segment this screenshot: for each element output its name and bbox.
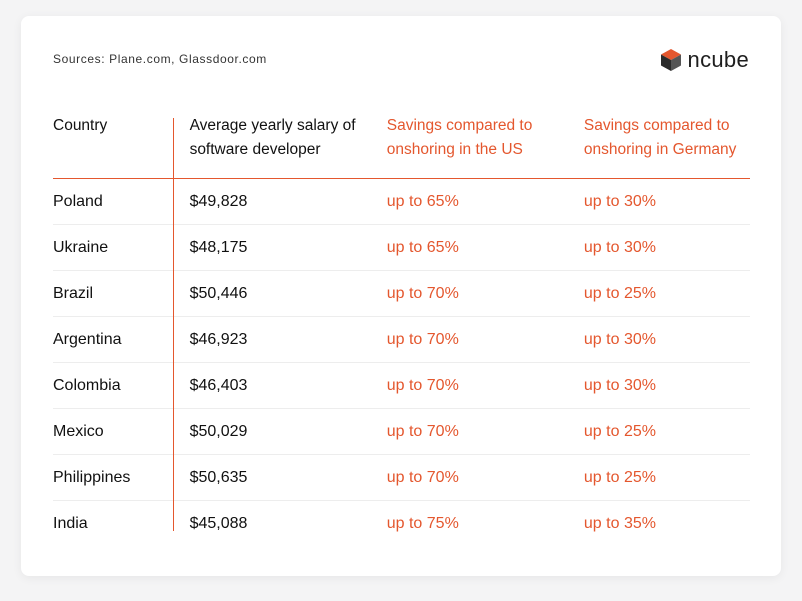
table-row: India $45,088 up to 75% up to 35% <box>53 501 750 546</box>
cell-savings-us: up to 70% <box>386 330 459 348</box>
cell-country: Colombia <box>53 376 121 394</box>
table-row: Brazil $50,446 up to 70% up to 25% <box>53 271 750 317</box>
cell-savings-germany: up to 35% <box>583 514 656 532</box>
table-row: Colombia $46,403 up to 70% up to 30% <box>53 363 750 409</box>
cell-savings-us: up to 70% <box>386 376 459 394</box>
cell-country: Poland <box>53 192 103 210</box>
cell-savings-germany: up to 30% <box>583 238 656 256</box>
cell-savings-germany: up to 25% <box>583 284 656 302</box>
cell-savings-us: up to 75% <box>386 514 459 532</box>
cell-salary: $48,175 <box>189 238 248 256</box>
cell-savings-germany: up to 30% <box>583 330 656 348</box>
cell-savings-germany: up to 25% <box>583 468 656 486</box>
cell-country: India <box>53 514 88 532</box>
cell-savings-germany: up to 25% <box>583 422 656 440</box>
header-savings-us: Savings compared to onshoring in the US <box>386 117 533 158</box>
cell-salary: $49,828 <box>189 192 248 210</box>
cell-country: Ukraine <box>53 238 109 256</box>
table-row: Philippines $50,635 up to 70% up to 25% <box>53 455 750 501</box>
cell-salary: $50,635 <box>189 468 248 486</box>
header-country: Country <box>53 117 108 134</box>
brand-logo: ncube <box>660 47 749 73</box>
sources-note: Sources: Plane.com, Glassdoor.com <box>53 52 267 66</box>
salary-comparison-card: Sources: Plane.com, Glassdoor.com ncube … <box>21 16 781 576</box>
header-salary: Average yearly salary of software develo… <box>189 117 356 158</box>
cell-savings-us: up to 70% <box>386 468 459 486</box>
cell-savings-us: up to 70% <box>386 422 459 440</box>
column-divider <box>173 118 174 531</box>
cell-salary: $45,088 <box>189 514 248 532</box>
table-header: Country Average yearly salary of softwar… <box>53 112 750 179</box>
cell-salary: $46,923 <box>189 330 248 348</box>
cell-country: Mexico <box>53 422 104 440</box>
salary-table: Country Average yearly salary of softwar… <box>53 112 750 546</box>
cell-savings-germany: up to 30% <box>583 376 656 394</box>
cell-country: Brazil <box>53 284 94 302</box>
table-row: Argentina $46,923 up to 70% up to 30% <box>53 317 750 363</box>
cell-salary: $50,029 <box>189 422 248 440</box>
cell-country: Argentina <box>53 330 122 348</box>
cell-country: Philippines <box>53 468 131 486</box>
cell-salary: $46,403 <box>189 376 248 394</box>
brand-name: ncube <box>687 47 749 72</box>
header-savings-germany: Savings compared to onshoring in Germany <box>583 117 737 158</box>
table-row: Mexico $50,029 up to 70% up to 25% <box>53 409 750 455</box>
cube-icon <box>660 49 681 71</box>
cell-savings-germany: up to 30% <box>583 192 656 210</box>
table-row: Ukraine $48,175 up to 65% up to 30% <box>53 225 750 271</box>
table-row: Poland $49,828 up to 65% up to 30% <box>53 179 750 225</box>
cell-savings-us: up to 65% <box>386 238 459 256</box>
cell-salary: $50,446 <box>189 284 248 302</box>
cell-savings-us: up to 65% <box>386 192 459 210</box>
cell-savings-us: up to 70% <box>386 284 459 302</box>
